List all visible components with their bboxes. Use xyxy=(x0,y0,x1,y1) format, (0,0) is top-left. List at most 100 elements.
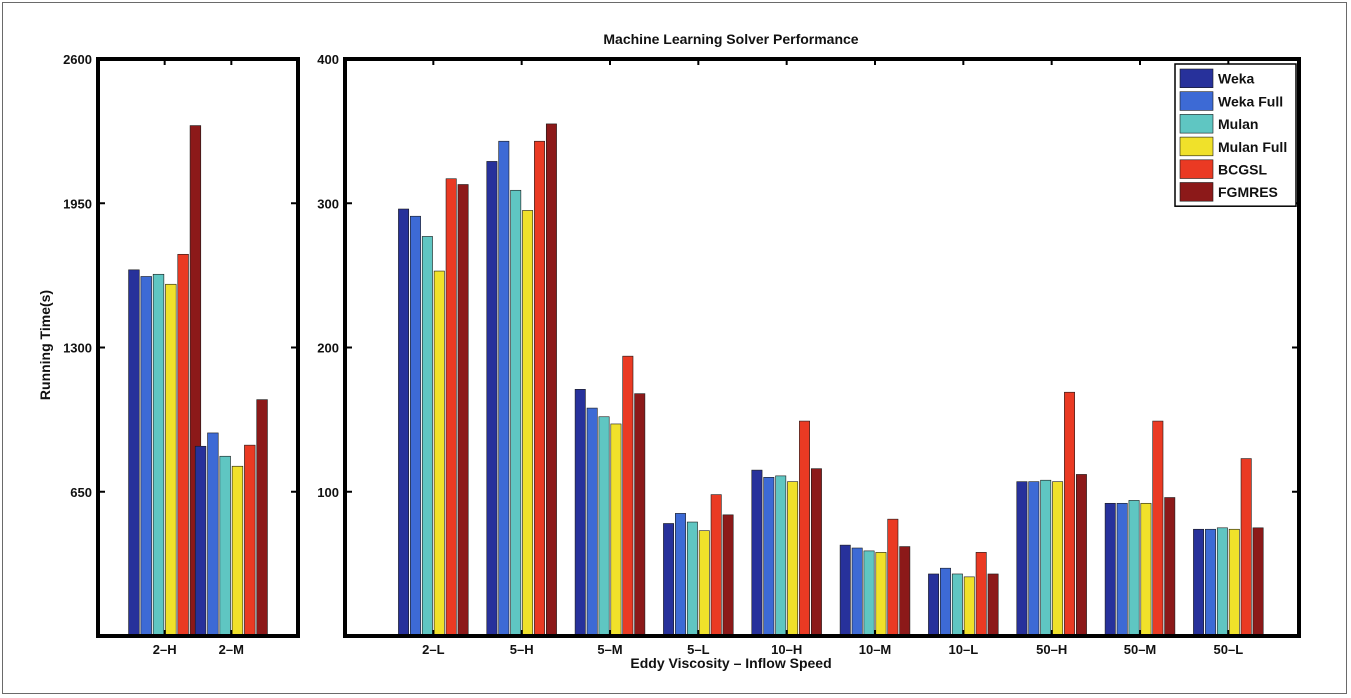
bar-right-9-3 xyxy=(1228,528,1240,637)
x-tick-label-right-0: 2–L xyxy=(422,642,444,657)
bar-right-8-4 xyxy=(1152,420,1164,637)
bar-right-7-3 xyxy=(1052,481,1064,637)
bar-right-8-3 xyxy=(1140,502,1152,637)
bar-right-1-2 xyxy=(510,189,522,637)
y-tick-label-right-1: 200 xyxy=(317,341,339,356)
bar-right-6-0 xyxy=(928,573,940,637)
bar-right-2-0 xyxy=(574,389,586,637)
x-axis-label: Eddy Viscosity – Inflow Speed xyxy=(630,655,831,671)
bar-left-1-5 xyxy=(256,399,268,637)
bar-right-1-5 xyxy=(545,123,557,637)
bar-right-4-0 xyxy=(751,469,763,637)
bar-right-5-4 xyxy=(887,518,899,637)
legend-label-5: FGMRES xyxy=(1218,184,1278,200)
bar-right-2-2 xyxy=(598,416,610,637)
legend-label-3: Mulan Full xyxy=(1218,139,1287,155)
y-tick-label-right-0: 100 xyxy=(317,485,339,500)
bar-right-4-3 xyxy=(787,481,799,637)
bar-right-2-3 xyxy=(610,423,622,637)
bar-right-0-3 xyxy=(433,270,445,637)
bar-right-0-1 xyxy=(410,215,421,637)
x-tick-label-right-7: 50–H xyxy=(1036,642,1067,657)
bar-right-4-1 xyxy=(763,477,775,637)
x-tick-label-right-8: 50–M xyxy=(1124,642,1157,657)
bar-left-1-4 xyxy=(244,444,256,637)
bar-left-0-0 xyxy=(128,269,140,637)
legend-label-2: Mulan xyxy=(1218,116,1258,132)
bar-right-7-0 xyxy=(1016,481,1028,637)
panel-left: 2–H 2–M 650 1300 1950 2600 xyxy=(63,52,300,657)
bar-right-6-4 xyxy=(975,552,987,637)
bar-right-5-1 xyxy=(851,547,863,637)
y-axis-label: Running Time(s) xyxy=(37,290,53,400)
bar-right-0-5 xyxy=(457,184,469,637)
bar-right-5-5 xyxy=(899,546,911,637)
bar-right-3-0 xyxy=(663,523,675,637)
bar-right-9-4 xyxy=(1240,458,1252,637)
bar-right-3-2 xyxy=(686,521,698,637)
y-tick-label-left-2: 1950 xyxy=(63,196,92,211)
bar-right-3-5 xyxy=(722,514,734,637)
bar-right-3-3 xyxy=(698,530,710,637)
legend-label-0: Weka xyxy=(1218,71,1255,87)
x-tick-label-left-0: 2–H xyxy=(153,642,177,657)
bar-right-6-3 xyxy=(963,576,975,637)
bar-right-5-3 xyxy=(875,552,887,637)
x-tick-label-right-6: 10–L xyxy=(949,642,979,657)
legend-swatch-4 xyxy=(1179,159,1214,179)
panel-right: 2–L 5–H 5–M 5–L 10–H 10–M 10–L 50–H 50–M 50–L 100 2… xyxy=(317,52,1301,657)
bar-right-0-2 xyxy=(421,236,433,637)
y-tick-label-left-1: 1300 xyxy=(63,341,92,356)
y-tick-label-right-3: 400 xyxy=(317,52,339,67)
bar-right-1-3 xyxy=(522,210,534,637)
bar-right-1-4 xyxy=(534,140,545,637)
bar-right-1-0 xyxy=(486,161,498,637)
bar-right-2-4 xyxy=(622,355,634,637)
bar-right-4-2 xyxy=(775,475,787,637)
y-tick-label-left-3: 2600 xyxy=(63,52,92,67)
axes-box-right xyxy=(343,57,1301,638)
bar-right-9-0 xyxy=(1193,528,1205,637)
bar-right-4-5 xyxy=(810,468,822,637)
bar-right-6-1 xyxy=(940,567,951,637)
x-tick-label-right-9: 50–L xyxy=(1214,642,1244,657)
bar-right-8-0 xyxy=(1104,502,1116,637)
bar-right-2-5 xyxy=(634,393,646,637)
bar-right-5-2 xyxy=(863,550,875,637)
x-tick-label-right-1: 5–H xyxy=(510,642,534,657)
legend-label-4: BCGSL xyxy=(1218,162,1267,178)
bar-right-9-1 xyxy=(1205,528,1216,637)
legend-label-1: Weka Full xyxy=(1218,93,1283,109)
x-tick-label-left-1: 2–M xyxy=(219,642,244,657)
y-tick-label-right-2: 300 xyxy=(317,196,339,211)
bar-right-3-1 xyxy=(675,513,686,637)
bar-left-0-2 xyxy=(152,273,165,637)
bar-left-0-1 xyxy=(140,276,152,637)
legend: Weka Weka Full Mulan Mulan Full BCGSL FGMRES xyxy=(1174,63,1297,207)
bar-right-3-4 xyxy=(710,494,722,637)
legend-swatch-0 xyxy=(1179,68,1214,89)
bar-right-7-2 xyxy=(1040,479,1052,637)
bar-right-1-1 xyxy=(498,140,510,637)
x-tick-label-right-5: 10–M xyxy=(859,642,892,657)
bar-right-0-4 xyxy=(445,178,457,637)
bar-right-0-0 xyxy=(398,208,410,637)
y-tick-label-left-0: 650 xyxy=(70,485,92,500)
bar-left-1-0 xyxy=(194,445,207,637)
bar-right-7-4 xyxy=(1064,391,1075,637)
bar-right-2-1 xyxy=(586,407,598,637)
x-tick-label-right-4: 10–H xyxy=(771,642,802,657)
bar-right-8-1 xyxy=(1116,502,1128,637)
x-tick-label-right-2: 5–M xyxy=(597,642,622,657)
bar-right-4-4 xyxy=(799,420,810,637)
x-tick-label-right-3: 5–L xyxy=(687,642,709,657)
bar-left-1-3 xyxy=(231,465,244,637)
legend-swatch-3 xyxy=(1179,136,1214,157)
bar-right-5-0 xyxy=(839,544,851,637)
bar-left-1-1 xyxy=(207,432,219,637)
bar-right-8-5 xyxy=(1164,497,1176,637)
bar-right-7-5 xyxy=(1075,474,1087,637)
axes-box-left xyxy=(96,57,300,638)
